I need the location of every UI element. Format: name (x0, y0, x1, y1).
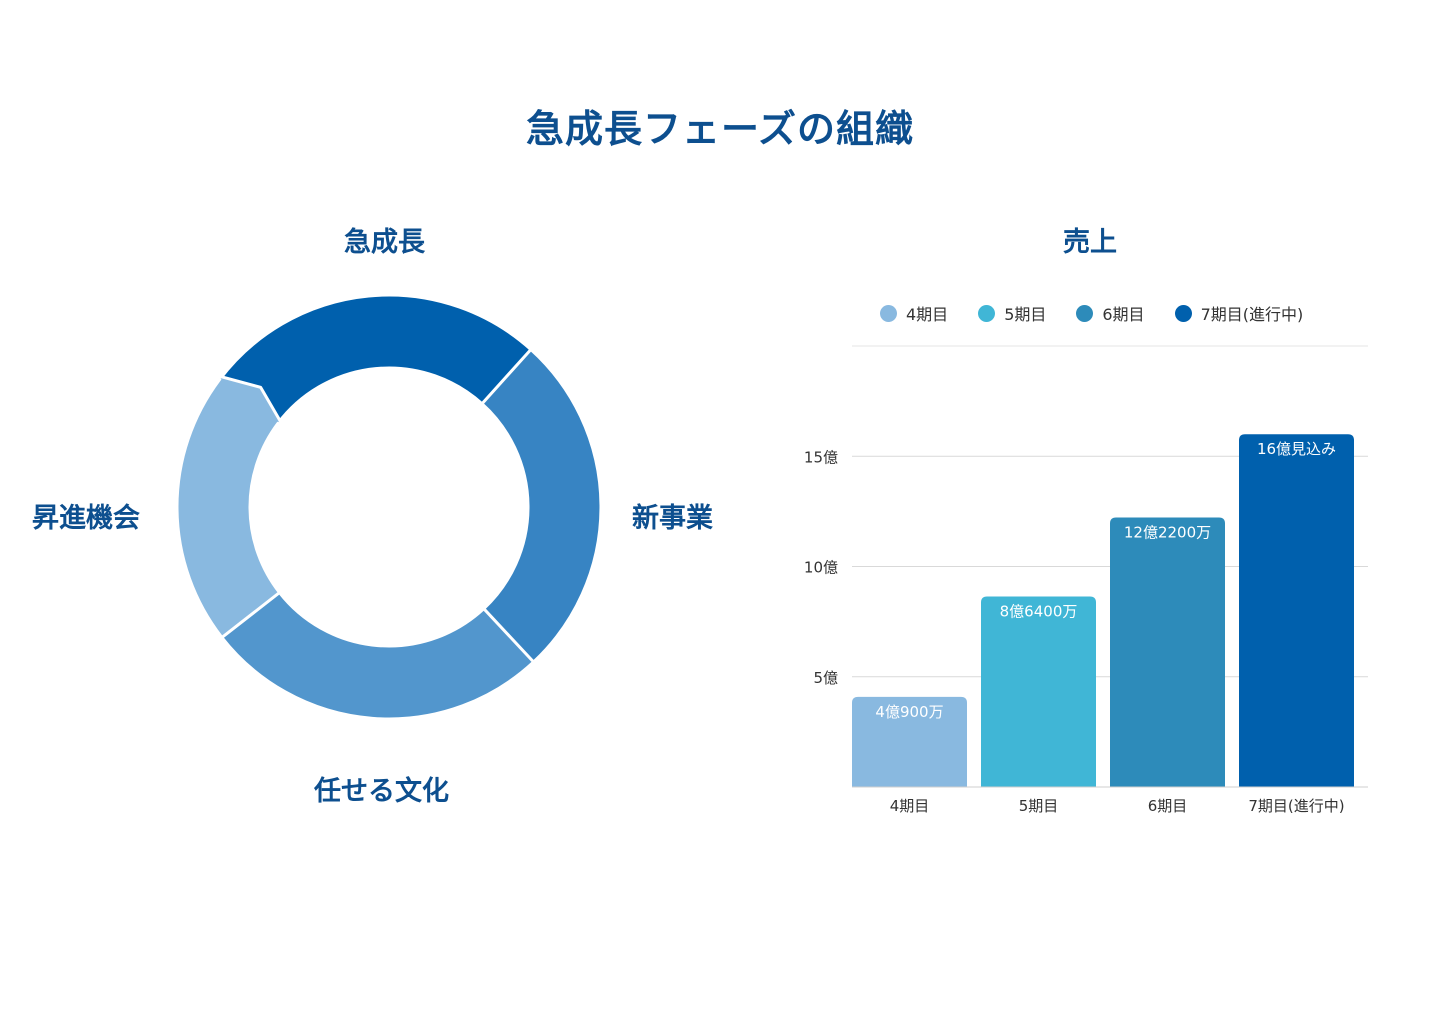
legend-label: 6期目 (1102, 305, 1145, 324)
page-title: 急成長フェーズの組織 (525, 107, 915, 151)
chart-legend: 4期目 5期目 6期目 7期目(進行中) (880, 300, 1333, 326)
cycle-label-left: 昇進機会 (32, 503, 140, 534)
legend-swatch (1076, 304, 1094, 322)
legend-swatch (880, 304, 897, 322)
cycle-label-bottom: 任せる文化 (314, 776, 449, 807)
cycle-segment-promotion (175, 373, 286, 639)
legend-label: 7期目(進行中) (1200, 305, 1304, 324)
x-tick-label: 5期目 (1019, 797, 1059, 815)
bar-value-label: 16億見込み (1257, 440, 1336, 458)
cycle-label-right: 新事業 (632, 503, 713, 534)
cycle-segment-new-business (476, 348, 603, 670)
legend-item[interactable]: 7期目(進行中) (1174, 301, 1304, 325)
legend-item[interactable]: 6期目 (1076, 301, 1145, 325)
x-tick-label: 4期目 (890, 797, 930, 815)
bar-value-label: 4億900万 (875, 703, 943, 721)
y-tick-label: 15億 (804, 448, 838, 466)
legend-swatch (1174, 304, 1192, 322)
cycle-diagram (175, 293, 603, 721)
bar[interactable] (1239, 434, 1354, 787)
bar[interactable] (1110, 517, 1225, 787)
x-tick-label: 7期目(進行中) (1248, 797, 1344, 815)
legend-item[interactable]: 5期目 (978, 301, 1046, 325)
legend-label: 5期目 (1004, 305, 1047, 324)
legend-item[interactable]: 4期目 (880, 301, 948, 325)
y-tick-label: 10億 (804, 559, 838, 577)
chart-title: 売上 (1063, 227, 1117, 258)
bar[interactable] (981, 596, 1096, 787)
bar-chart: 5億 10億 15億 4億900万 4期目 8億6400万 5期目 12億2200万 6期目 16… (804, 345, 1368, 815)
x-tick-label: 6期目 (1148, 797, 1188, 815)
bar[interactable] (852, 696, 967, 787)
bar-value-label: 12億2200万 (1124, 524, 1211, 542)
bar-value-label: 8億6400万 (1000, 602, 1078, 620)
cycle-label-top: 急成長 (344, 227, 425, 258)
y-tick-label: 5億 (813, 669, 838, 687)
legend-swatch (978, 304, 996, 322)
legend-label: 4期目 (906, 305, 949, 324)
